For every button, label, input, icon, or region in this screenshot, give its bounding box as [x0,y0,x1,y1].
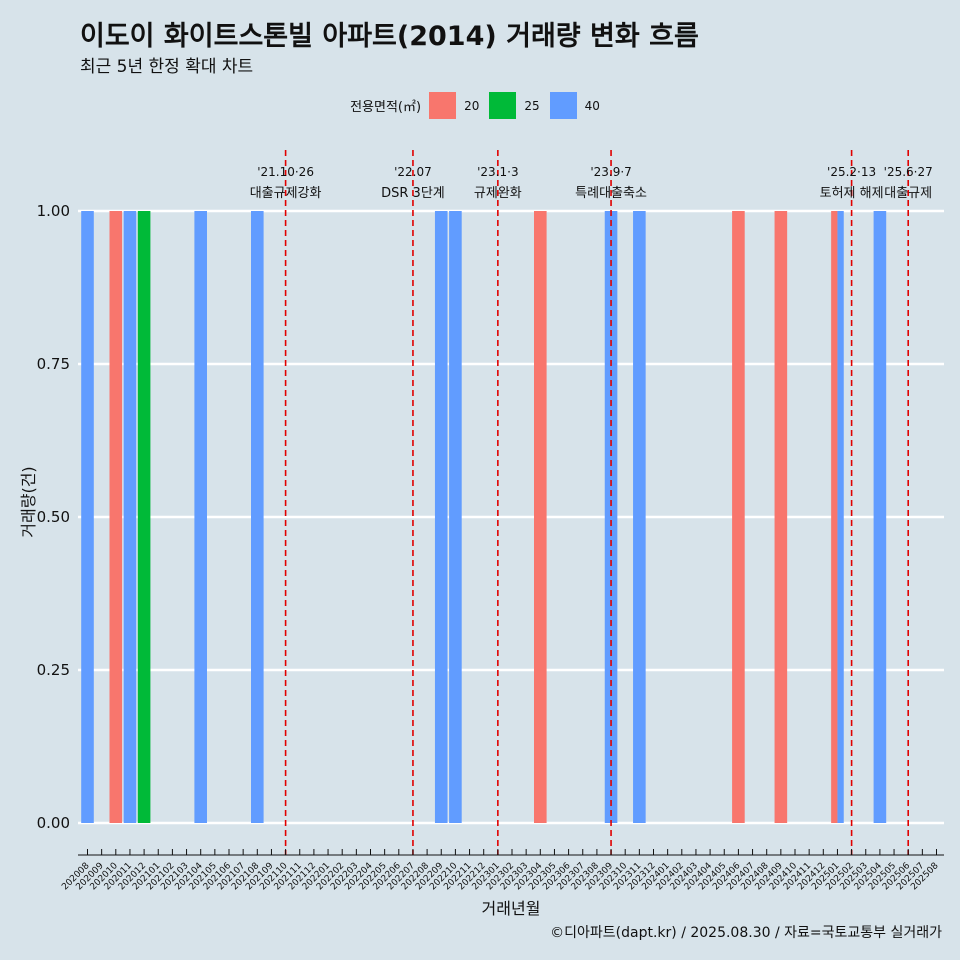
legend-swatch-40 [549,92,577,119]
bar-202504-40 [873,211,887,823]
chart-subtitle: 최근 5년 한정 확대 차트 [80,57,254,77]
event-date-5: '25.6·27 [884,165,933,179]
event-date-1: '22.07 [394,165,432,179]
bar-202406-20 [732,211,745,823]
source-caption: ©디아파트(dapt.kr) / 2025.08.30 / 자료=국토교통부 실… [550,925,942,941]
legend-label-40: 40 [584,98,600,113]
bar-202108-40 [251,211,264,823]
bar-202209-40 [434,211,448,823]
y-tick-label-2: 0.50 [37,508,70,526]
legend-item-25: 25 [489,92,540,119]
y-tick-label-4: 1.00 [37,202,70,220]
event-date-0: '21.10·26 [257,165,314,179]
legend-swatch-20 [429,92,457,119]
bar-202409-20 [774,211,788,823]
event-label-4: 토허제 해제 [820,186,884,201]
event-label-1: DSR 3단계 [381,186,445,201]
legend-label-25: 25 [524,98,540,113]
legend: 전용면적(㎡) 20 25 40 [0,92,960,119]
y-tick-label-3: 0.75 [37,355,70,373]
chart-title: 이도이 화이트스톤빌 아파트(2014) 거래량 변화 흐름 [80,21,699,52]
bar-202104-40 [194,211,207,823]
legend-item-20: 20 [429,92,479,119]
event-date-3: '23.9·7 [590,165,631,179]
event-label-2: 규제완화 [474,186,522,201]
bar-202501-20 [831,211,838,823]
bar-202010-20 [109,211,123,823]
y-tick-label-0: 0.00 [37,814,70,832]
event-label-0: 대출규제강화 [250,186,322,201]
event-label-5: 대출규제 [884,186,932,201]
bar-202304-20 [534,211,547,823]
legend-label-20: 20 [464,98,480,113]
bar-202011-40 [123,211,137,823]
legend-item-40: 40 [549,92,600,119]
bar-202210-40 [449,211,462,823]
y-axis-title: 거래량(건) [19,466,38,537]
event-label-3: 특례대출축소 [575,186,647,201]
y-tick-label-1: 0.25 [37,661,70,679]
x-axis-title: 거래년월 [482,899,541,918]
event-date-2: '23.1·3 [477,165,518,179]
legend-swatch-25 [489,92,517,119]
bar-202309-40 [604,211,618,823]
legend-title: 전용면적(㎡) [350,100,422,115]
bar-202012-25 [137,211,151,823]
bar-202008-40 [81,211,94,823]
bar-202501-40 [837,211,844,823]
event-date-4: '25.2·13 [827,165,876,179]
bar-202311-40 [633,211,646,823]
